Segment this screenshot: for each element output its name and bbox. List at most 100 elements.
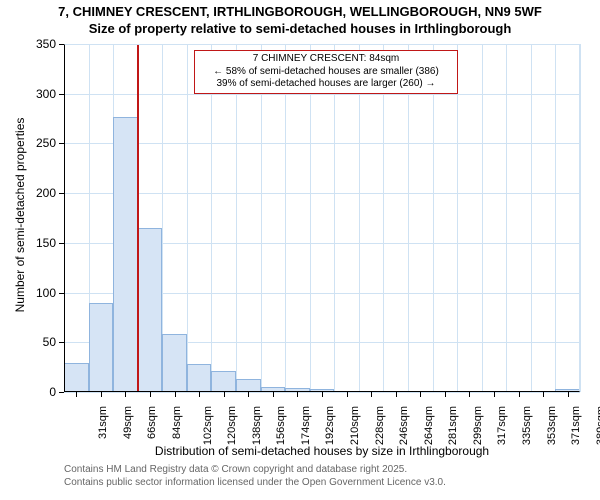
gridline-vertical	[580, 44, 581, 392]
x-tick-label: 335sqm	[521, 406, 533, 445]
gridline-horizontal	[64, 143, 580, 144]
x-tick	[297, 392, 298, 397]
chart-container: 7, CHIMNEY CRESCENT, IRTHLINGBOROUGH, WE…	[0, 0, 600, 500]
annotation-line3: 39% of semi-detached houses are larger (…	[199, 78, 453, 91]
gridline-vertical	[383, 44, 384, 392]
x-tick-label: 156sqm	[275, 406, 287, 445]
y-tick	[59, 342, 64, 343]
x-tick-label: 246sqm	[398, 406, 410, 445]
y-tick	[59, 143, 64, 144]
x-tick	[322, 392, 323, 397]
x-tick-label: 281sqm	[447, 406, 459, 445]
y-tick-label: 350	[0, 37, 56, 51]
bar	[211, 371, 236, 392]
y-tick-label: 150	[0, 236, 56, 250]
gridline-vertical	[261, 44, 262, 392]
x-tick-label: 299sqm	[472, 406, 484, 445]
annotation-line2: ← 58% of semi-detached houses are smalle…	[199, 66, 453, 79]
gridline-horizontal	[64, 44, 580, 45]
x-tick	[494, 392, 495, 397]
x-tick	[248, 392, 249, 397]
gridline-vertical	[187, 44, 188, 392]
bar	[236, 379, 261, 392]
gridline-vertical	[334, 44, 335, 392]
x-tick	[150, 392, 151, 397]
bar	[187, 364, 212, 392]
x-tick	[224, 392, 225, 397]
y-tick-label: 50	[0, 335, 56, 349]
x-axis-label: Distribution of semi-detached houses by …	[64, 444, 580, 458]
annotation-line1: 7 CHIMNEY CRESCENT: 84sqm	[199, 53, 453, 66]
gridline-vertical	[211, 44, 212, 392]
x-tick-label: 353sqm	[546, 406, 558, 445]
x-tick	[125, 392, 126, 397]
y-tick	[59, 94, 64, 95]
bar	[89, 303, 114, 392]
x-tick	[445, 392, 446, 397]
x-tick-label: 264sqm	[423, 406, 435, 445]
y-axis-label: Number of semi-detached properties	[13, 65, 27, 365]
bar	[113, 117, 138, 392]
y-tick	[59, 392, 64, 393]
y-tick-label: 200	[0, 186, 56, 200]
x-tick	[543, 392, 544, 397]
y-tick-label: 300	[0, 87, 56, 101]
x-tick-label: 317sqm	[497, 406, 509, 445]
gridline-vertical	[457, 44, 458, 392]
x-tick	[371, 392, 372, 397]
gridline-horizontal	[64, 193, 580, 194]
x-tick	[519, 392, 520, 397]
marker-line	[137, 44, 139, 392]
gridline-vertical	[506, 44, 507, 392]
bar	[162, 334, 187, 392]
bar	[64, 363, 89, 392]
chart-title-line2: Size of property relative to semi-detach…	[0, 21, 600, 37]
plot-area: 7 CHIMNEY CRESCENT: 84sqm← 58% of semi-d…	[64, 44, 580, 392]
x-tick	[273, 392, 274, 397]
x-tick	[76, 392, 77, 397]
x-tick-label: 84sqm	[171, 406, 183, 439]
x-tick	[347, 392, 348, 397]
chart-title-line1: 7, CHIMNEY CRESCENT, IRTHLINGBOROUGH, WE…	[0, 4, 600, 20]
y-tick	[59, 243, 64, 244]
x-tick	[101, 392, 102, 397]
bar	[138, 228, 163, 392]
x-tick-label: 371sqm	[570, 406, 582, 445]
gridline-vertical	[482, 44, 483, 392]
x-tick	[420, 392, 421, 397]
x-tick-label: 210sqm	[349, 406, 361, 445]
y-tick	[59, 193, 64, 194]
gridline-vertical	[408, 44, 409, 392]
x-tick	[568, 392, 569, 397]
gridline-vertical	[555, 44, 556, 392]
gridline-vertical	[359, 44, 360, 392]
footer-line1: Contains HM Land Registry data © Crown c…	[64, 464, 407, 476]
x-tick-label: 49sqm	[122, 406, 134, 439]
x-tick-label: 31sqm	[97, 406, 109, 439]
y-tick	[59, 293, 64, 294]
gridline-vertical	[285, 44, 286, 392]
x-tick	[199, 392, 200, 397]
gridline-vertical	[310, 44, 311, 392]
y-tick-label: 0	[0, 385, 56, 399]
x-tick-label: 174sqm	[300, 406, 312, 445]
y-tick	[59, 44, 64, 45]
x-tick	[175, 392, 176, 397]
x-tick-label: 120sqm	[226, 406, 238, 445]
x-tick	[396, 392, 397, 397]
x-tick-label: 138sqm	[251, 406, 263, 445]
x-tick-label: 192sqm	[325, 406, 337, 445]
x-tick-label: 102sqm	[202, 406, 214, 445]
gridline-vertical	[531, 44, 532, 392]
annotation-box: 7 CHIMNEY CRESCENT: 84sqm← 58% of semi-d…	[194, 50, 458, 94]
x-tick	[469, 392, 470, 397]
y-tick-label: 100	[0, 286, 56, 300]
y-tick-label: 250	[0, 136, 56, 150]
gridline-vertical	[64, 44, 65, 392]
gridline-vertical	[433, 44, 434, 392]
x-tick-label: 228sqm	[374, 406, 386, 445]
footer-line2: Contains public sector information licen…	[64, 477, 446, 489]
x-tick-label: 389sqm	[595, 406, 600, 445]
x-tick-label: 66sqm	[146, 406, 158, 439]
gridline-vertical	[236, 44, 237, 392]
